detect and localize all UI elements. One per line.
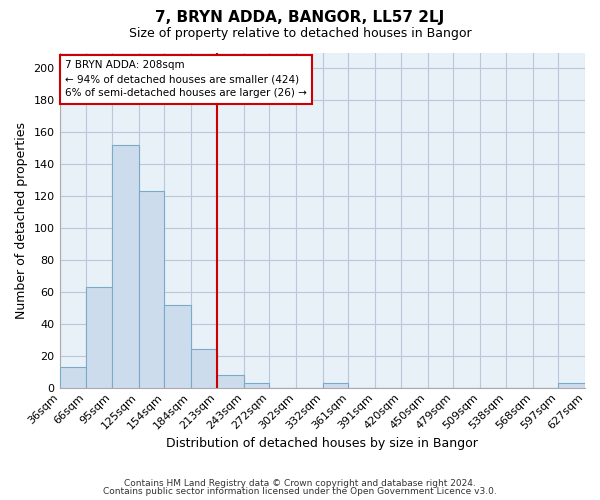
- Bar: [86, 287, 112, 388]
- Bar: [139, 192, 164, 388]
- Y-axis label: Number of detached properties: Number of detached properties: [15, 122, 28, 318]
- Bar: [164, 304, 191, 388]
- Bar: [112, 145, 139, 388]
- Text: Contains HM Land Registry data © Crown copyright and database right 2024.: Contains HM Land Registry data © Crown c…: [124, 478, 476, 488]
- Bar: [59, 367, 86, 388]
- Text: 7 BRYN ADDA: 208sqm
← 94% of detached houses are smaller (424)
6% of semi-detach: 7 BRYN ADDA: 208sqm ← 94% of detached ho…: [65, 60, 307, 98]
- Text: Size of property relative to detached houses in Bangor: Size of property relative to detached ho…: [128, 28, 472, 40]
- Text: Contains public sector information licensed under the Open Government Licence v3: Contains public sector information licen…: [103, 487, 497, 496]
- X-axis label: Distribution of detached houses by size in Bangor: Distribution of detached houses by size …: [166, 437, 478, 450]
- Bar: [191, 350, 217, 388]
- Bar: [217, 375, 244, 388]
- Text: 7, BRYN ADDA, BANGOR, LL57 2LJ: 7, BRYN ADDA, BANGOR, LL57 2LJ: [155, 10, 445, 25]
- Bar: [323, 383, 349, 388]
- Bar: [559, 383, 585, 388]
- Bar: [244, 383, 269, 388]
